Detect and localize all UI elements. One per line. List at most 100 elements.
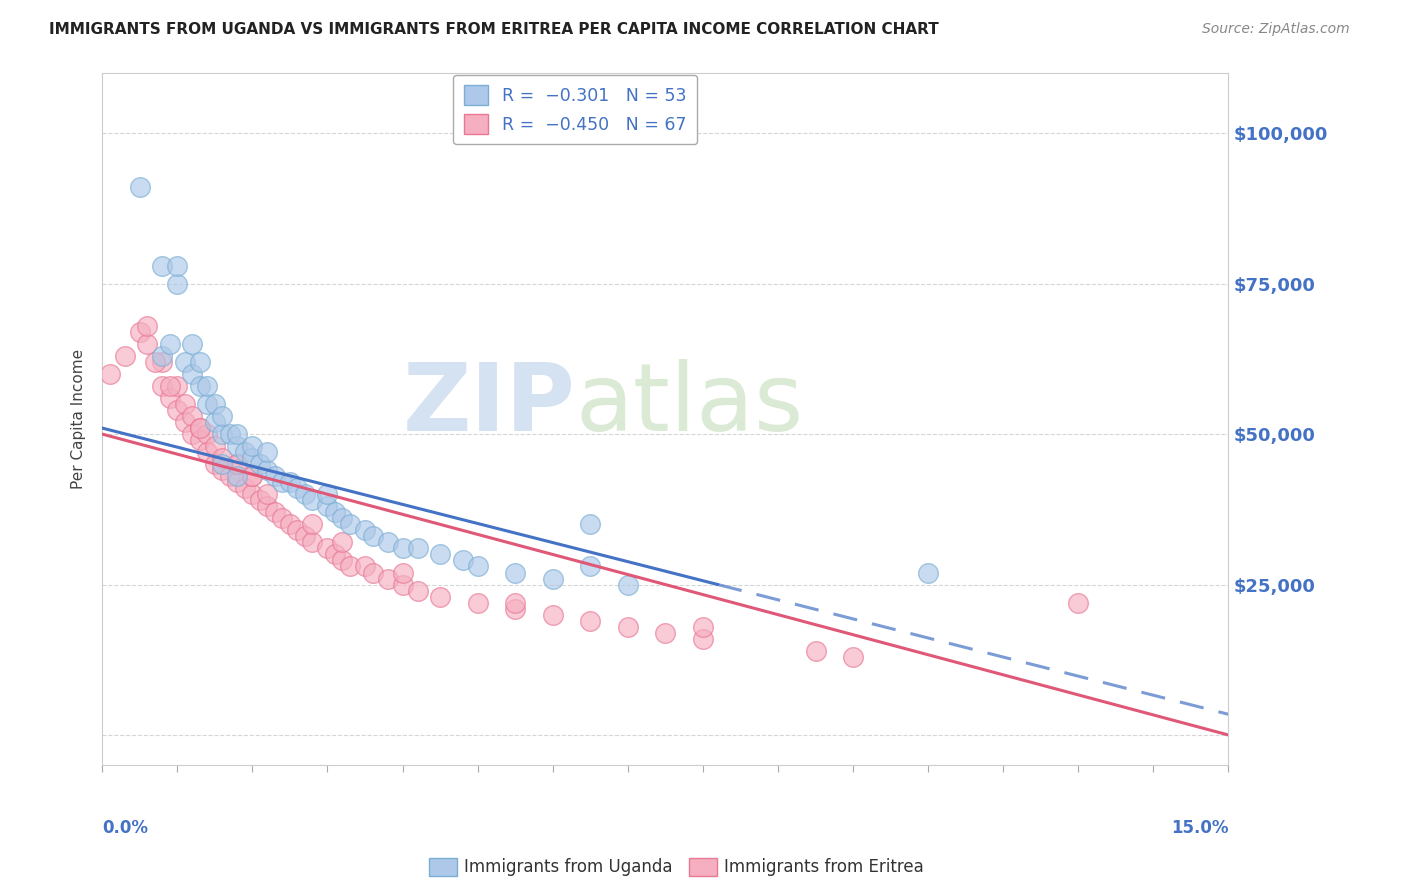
Point (249, 493, 271, 508)
Point (503, 596, 526, 610)
Point (166, 403, 188, 417)
Point (332, 553, 354, 567)
Point (181, 336, 204, 351)
Point (451, 553, 474, 567)
Point (323, 548, 346, 562)
Point (842, 649, 865, 664)
Point (211, 409, 233, 423)
Point (503, 601, 526, 615)
Text: Immigrants from Uganda: Immigrants from Uganda (464, 858, 672, 876)
Point (136, 318, 159, 333)
Text: Immigrants from Eritrea: Immigrants from Eritrea (724, 858, 924, 876)
Point (226, 427, 249, 442)
Point (316, 500, 339, 514)
Text: IMMIGRANTS FROM UGANDA VS IMMIGRANTS FROM ERITREA PER CAPITA INCOME CORRELATION : IMMIGRANTS FROM UGANDA VS IMMIGRANTS FRO… (49, 22, 939, 37)
Point (301, 493, 323, 508)
Point (159, 379, 181, 393)
Point (332, 511, 354, 525)
Text: Source: ZipAtlas.com: Source: ZipAtlas.com (1202, 22, 1350, 37)
Point (377, 572, 399, 586)
Point (173, 415, 195, 429)
Point (188, 421, 211, 435)
Point (579, 614, 602, 628)
Point (617, 620, 640, 634)
Point (188, 433, 211, 447)
Point (264, 469, 287, 483)
Point (242, 469, 264, 483)
Point (233, 445, 256, 459)
Point (211, 463, 233, 477)
Point (294, 529, 316, 543)
Point (654, 625, 676, 640)
Point (339, 517, 361, 532)
Point (361, 566, 384, 580)
Point (242, 469, 264, 483)
Point (339, 559, 361, 574)
Point (204, 415, 226, 429)
Point (218, 427, 240, 442)
Point (278, 517, 301, 532)
Point (181, 409, 204, 423)
Text: ZIP: ZIP (402, 359, 575, 451)
Point (204, 457, 226, 471)
Point (278, 475, 301, 490)
Point (173, 397, 195, 411)
Point (467, 559, 489, 574)
Point (301, 517, 323, 532)
Point (287, 481, 309, 495)
Text: 15.0%: 15.0% (1171, 819, 1229, 838)
Point (128, 180, 150, 194)
Point (271, 475, 294, 490)
Point (429, 590, 451, 604)
Point (256, 463, 278, 477)
Point (114, 349, 136, 363)
Point (166, 379, 188, 393)
Point (467, 596, 489, 610)
Point (271, 511, 294, 525)
Point (98, 367, 121, 381)
Point (249, 457, 271, 471)
Point (617, 577, 640, 591)
Point (211, 457, 233, 471)
Point (226, 475, 249, 490)
Point (218, 469, 240, 483)
Point (195, 427, 218, 442)
Point (226, 457, 249, 471)
Point (429, 548, 451, 562)
Point (377, 535, 399, 549)
Point (354, 524, 377, 538)
Point (579, 517, 602, 532)
Point (917, 566, 939, 580)
Point (692, 632, 714, 646)
Point (391, 577, 413, 591)
Point (541, 607, 564, 622)
Point (294, 487, 316, 501)
Point (692, 620, 714, 634)
Legend: R =  −0.301   N = 53, R =  −0.450   N = 67: R = −0.301 N = 53, R = −0.450 N = 67 (454, 75, 697, 145)
Point (242, 451, 264, 466)
Point (256, 487, 278, 501)
Point (264, 505, 287, 519)
Text: atlas: atlas (575, 359, 803, 451)
Point (166, 259, 188, 273)
Point (188, 355, 211, 369)
Point (1067, 596, 1090, 610)
Point (159, 336, 181, 351)
Point (188, 421, 211, 435)
Point (150, 379, 173, 393)
Point (166, 277, 188, 291)
Point (256, 500, 278, 514)
Point (503, 566, 526, 580)
Point (391, 566, 413, 580)
Point (181, 367, 204, 381)
Point (579, 559, 602, 574)
Point (150, 349, 173, 363)
Point (150, 355, 173, 369)
Point (226, 457, 249, 471)
Point (406, 541, 429, 556)
Point (406, 583, 429, 598)
Point (204, 397, 226, 411)
Point (143, 355, 166, 369)
Point (128, 325, 150, 339)
Point (226, 439, 249, 453)
